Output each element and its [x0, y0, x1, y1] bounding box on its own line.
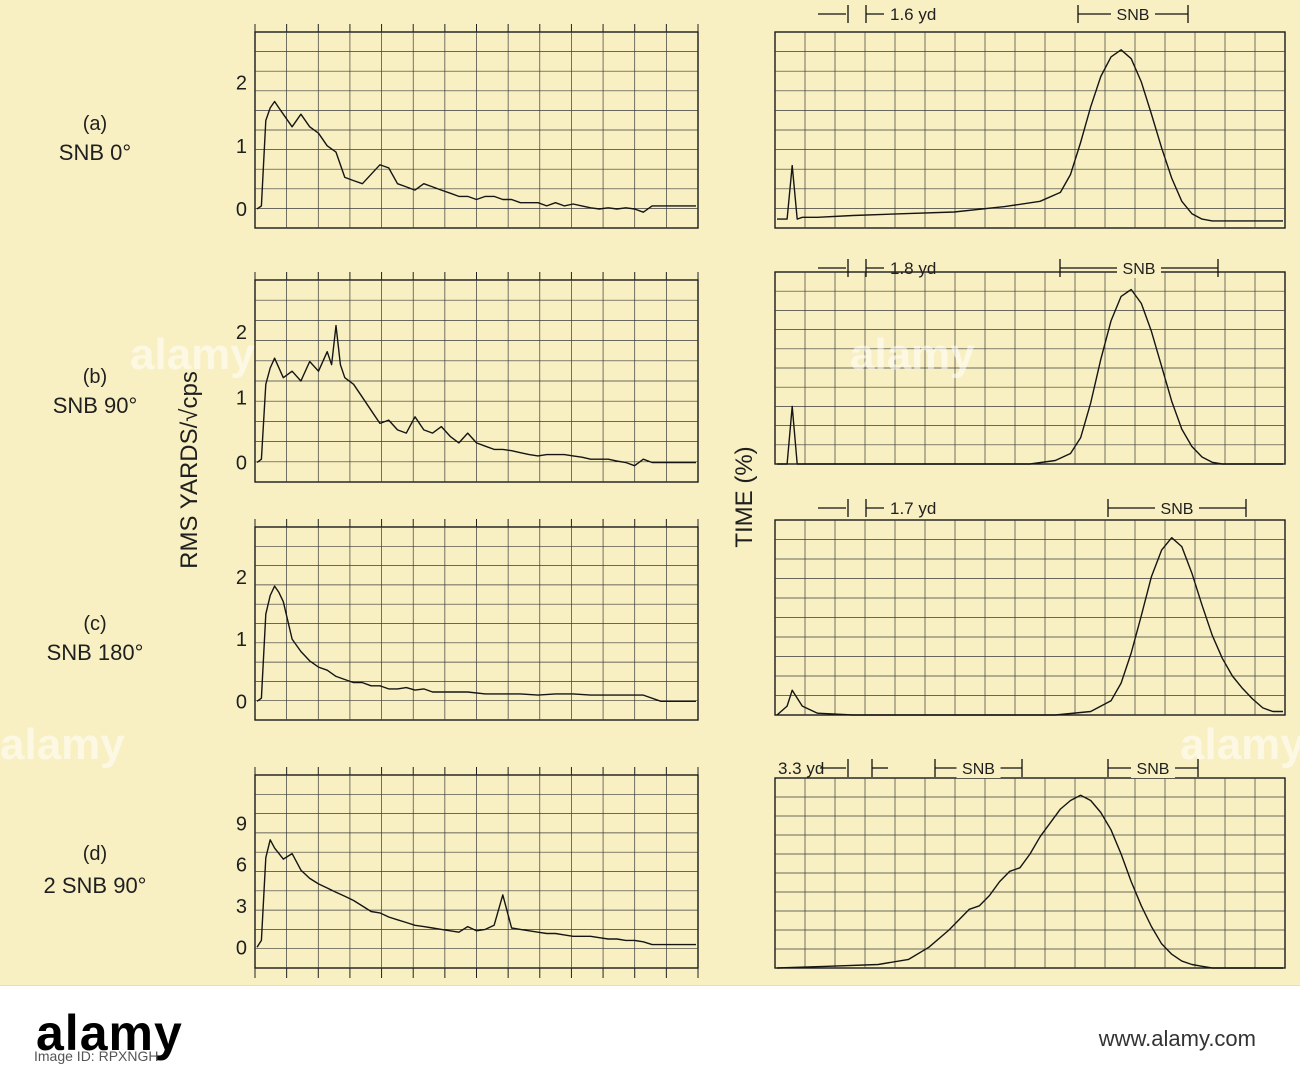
y-tick-label: 1: [236, 136, 247, 158]
stock-banner: alamy Image ID: RPXNGH www.alamy.com: [0, 985, 1300, 1079]
y-tick-label: 2: [236, 73, 247, 95]
snb-label-bg: [1117, 258, 1161, 278]
panel-label: (c): [83, 613, 106, 635]
y-tick-label: 2: [236, 322, 247, 344]
y-tick-label: 0: [236, 691, 247, 713]
y-tick-label: 9: [236, 813, 247, 835]
series-line-right-1: [777, 288, 1283, 465]
y-tick-label: 3: [236, 896, 247, 918]
grid-panel-5: [774, 271, 1286, 465]
panel-caption: SNB 180°: [47, 640, 144, 665]
y-tick-label: 1: [236, 629, 247, 651]
alamy-url: www.alamy.com: [1098, 1026, 1256, 1051]
y-tick-label: 0: [236, 937, 247, 959]
series-line-left-2: [256, 585, 696, 702]
y-tick-label: 2: [236, 567, 247, 589]
snb-label-bg: [1131, 758, 1175, 778]
distance-label: 1.7 yd: [890, 499, 936, 518]
grid-panel-4: [774, 31, 1286, 229]
series-line-right-2: [776, 537, 1283, 716]
y-tick-label: 6: [236, 855, 247, 877]
panel-caption: SNB 0°: [59, 140, 131, 165]
grid-panel-2: [254, 526, 699, 721]
y-tick-label: 0: [236, 452, 247, 474]
series-line-left-1: [256, 324, 696, 467]
figure-canvas: 2 1 0 (a) SNB 0° 2 1 0 (b) SNB 90° 2 1 0 (c) SNB 180° 9…: [44, 4, 1286, 978]
series-line-right-0: [777, 49, 1283, 222]
series-line-right-3: [776, 794, 1283, 969]
snb-label: SNB: [1123, 261, 1156, 278]
right-axis-title: TIME (%): [731, 446, 758, 547]
panel-caption: SNB 90°: [53, 393, 138, 418]
snb-label: SNB: [1161, 501, 1194, 518]
snb-label: SNB: [1117, 7, 1150, 24]
y-tick-label: 1: [236, 387, 247, 409]
series-line-left-0: [256, 100, 696, 213]
snb-label: SNB: [962, 761, 995, 778]
grid-panel-7: [774, 777, 1286, 969]
panel-caption: 2 SNB 90°: [44, 873, 147, 898]
distance-label: 1.6 yd: [890, 5, 936, 24]
grid-panel-3: [254, 774, 699, 969]
grid-panel-0: [254, 31, 699, 229]
grid-panel-1: [254, 279, 699, 483]
grid-panel-6: [774, 519, 1286, 716]
snb-label-bg: [1111, 4, 1155, 24]
panel-label: (b): [83, 366, 107, 388]
snb-label-bg: [1155, 498, 1199, 518]
panel-label: (d): [83, 843, 107, 865]
alamy-logo: alamy: [36, 1005, 183, 1061]
series-line-left-3: [256, 839, 696, 948]
left-axis-title: RMS YARDS/√cps: [176, 371, 203, 569]
distance-label: 3.3 yd: [778, 759, 824, 778]
distance-label: 1.8 yd: [890, 259, 936, 278]
snb-label-bg: [956, 758, 1001, 778]
image-id: Image ID: RPXNGH: [34, 1048, 159, 1064]
panel-label: (a): [83, 113, 107, 135]
snb-label: SNB: [1137, 761, 1170, 778]
y-tick-label: 0: [236, 199, 247, 221]
